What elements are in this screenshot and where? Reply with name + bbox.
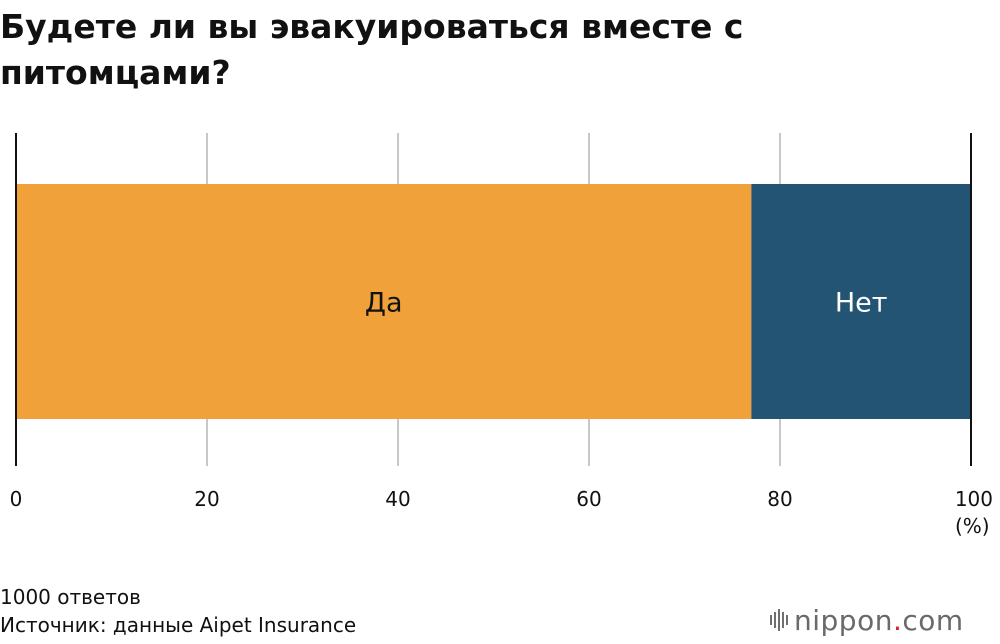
bar-segment-1 bbox=[16, 184, 752, 419]
bar-segment-2 bbox=[751, 184, 971, 419]
bar-segment-label-1: Да bbox=[365, 288, 403, 319]
bar-segment-label-2: Нет bbox=[835, 288, 888, 319]
bar-segments: Да Нет bbox=[16, 184, 971, 419]
chart-notes: 1000 ответов Источник: данные Aipet Insu… bbox=[0, 583, 356, 639]
logo-dot: . bbox=[892, 603, 903, 637]
x-tick-label-100: 100 bbox=[955, 487, 993, 511]
chart-title: Будете ли вы эвакуироваться вместе с пит… bbox=[0, 7, 744, 92]
axes bbox=[15, 133, 972, 466]
x-tick-label-80: 80 bbox=[767, 487, 792, 511]
x-tick-label-40: 40 bbox=[385, 487, 410, 511]
x-axis-unit-label: (%) bbox=[955, 514, 990, 538]
stacked-bar-chart: Да Нет 0 20 40 60 80 100 bbox=[10, 133, 993, 511]
source-note: Источник: данные Aipet Insurance bbox=[0, 613, 357, 637]
sample-size-note: 1000 ответов bbox=[0, 585, 141, 609]
nippon-logo: nippon.com bbox=[770, 600, 964, 640]
logo-suffix: com bbox=[902, 603, 964, 637]
logo-bars-icon bbox=[770, 609, 788, 631]
x-tick-label-0: 0 bbox=[10, 487, 23, 511]
x-axis-tick-labels: 0 20 40 60 80 100 bbox=[10, 487, 993, 511]
x-tick-label-60: 60 bbox=[576, 487, 601, 511]
logo-text: nippon.com bbox=[794, 604, 964, 637]
logo-name: nippon bbox=[794, 603, 893, 637]
x-tick-label-20: 20 bbox=[194, 487, 219, 511]
